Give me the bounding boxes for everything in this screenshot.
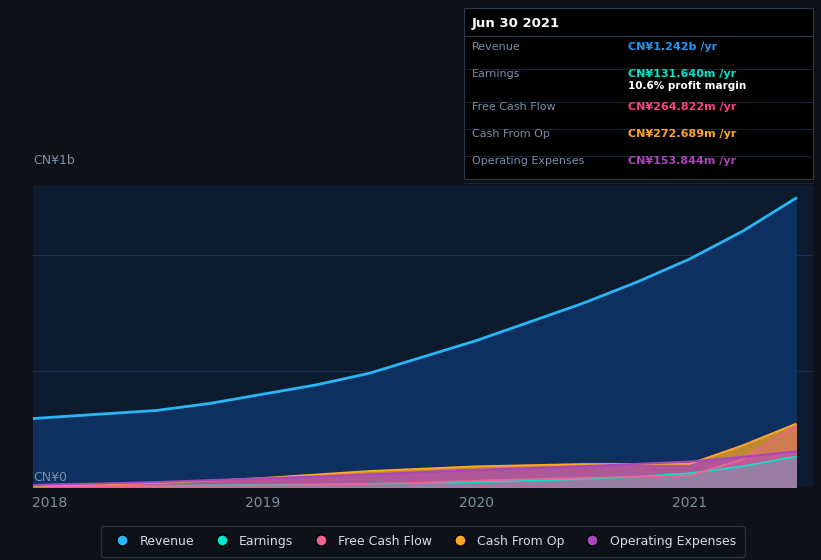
Text: 10.6% profit margin: 10.6% profit margin [628, 81, 746, 91]
Legend: Revenue, Earnings, Free Cash Flow, Cash From Op, Operating Expenses: Revenue, Earnings, Free Cash Flow, Cash … [101, 526, 745, 557]
Text: Cash From Op: Cash From Op [472, 129, 550, 139]
Text: Earnings: Earnings [472, 69, 521, 79]
Text: CN¥264.822m /yr: CN¥264.822m /yr [628, 102, 736, 113]
Text: CN¥1b: CN¥1b [33, 153, 75, 167]
Text: CN¥131.640m /yr: CN¥131.640m /yr [628, 69, 736, 79]
Text: Revenue: Revenue [472, 42, 521, 52]
Text: Free Cash Flow: Free Cash Flow [472, 102, 556, 113]
Text: CN¥153.844m /yr: CN¥153.844m /yr [628, 156, 736, 166]
Text: Operating Expenses: Operating Expenses [472, 156, 585, 166]
Text: CN¥272.689m /yr: CN¥272.689m /yr [628, 129, 736, 139]
Text: CN¥0: CN¥0 [33, 471, 67, 484]
Text: Jun 30 2021: Jun 30 2021 [472, 17, 560, 30]
Text: CN¥1.242b /yr: CN¥1.242b /yr [628, 42, 718, 52]
